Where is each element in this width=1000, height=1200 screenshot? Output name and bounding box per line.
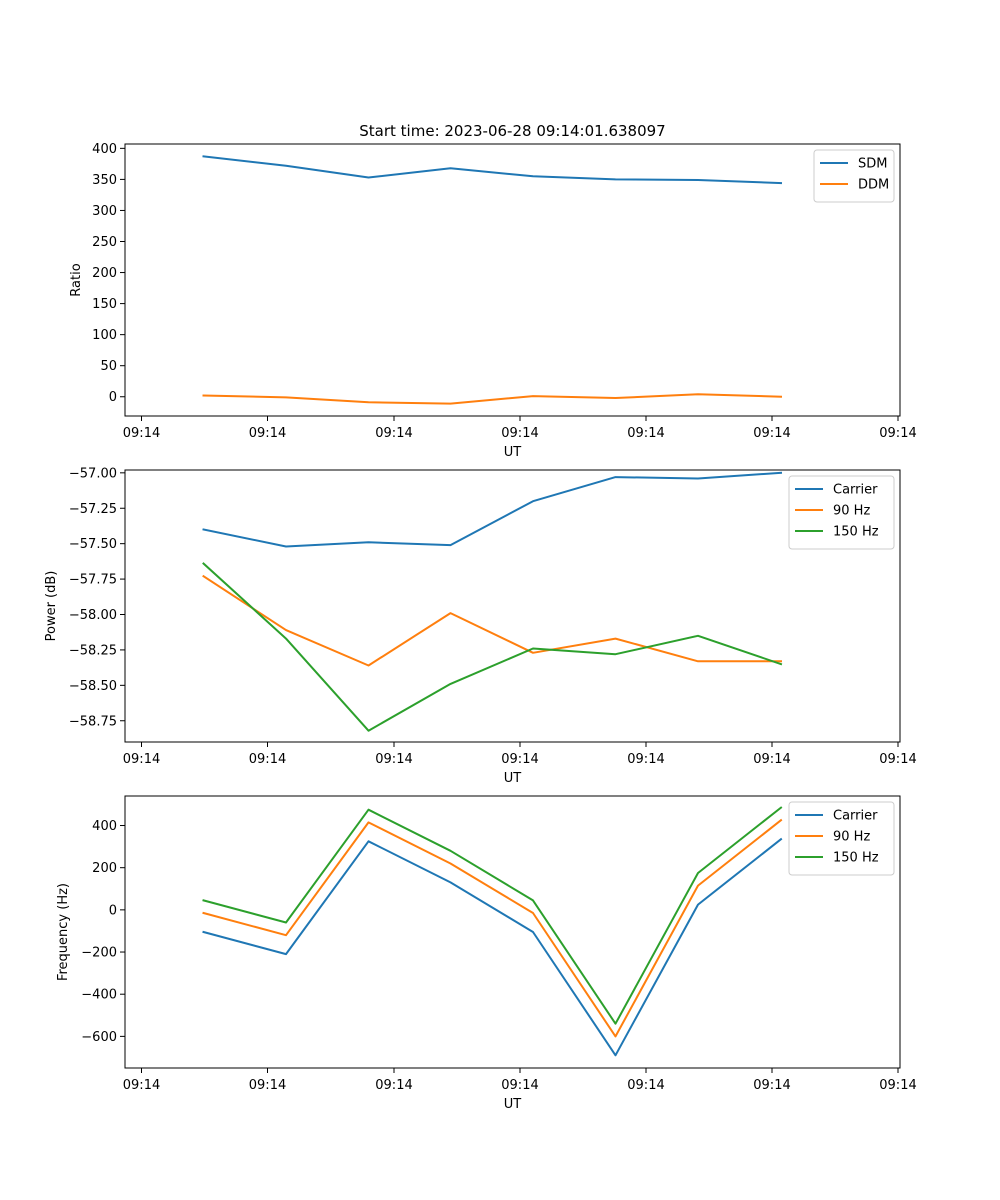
x-tick-label: 09:14: [879, 1078, 916, 1093]
y-tick-label: 0: [109, 903, 117, 918]
legend-label: Carrier: [833, 483, 878, 498]
x-tick-label: 09:14: [249, 1078, 286, 1093]
chart-panel-1: 09:14 09:14 09:14 09:14 09:14 09:14 09:14 0 50 10…: [69, 142, 917, 460]
x-tick-label: 09:14: [753, 426, 790, 441]
y-tick-label: −57.25: [69, 502, 117, 517]
chart-panel-2: 09:14 09:14 09:14 09:14 09:14 09:14 09:14 −58.7…: [44, 466, 917, 786]
x-tick-label: 09:14: [123, 752, 160, 767]
x-tick-label: 09:14: [501, 752, 538, 767]
x-tick-label: 09:14: [879, 752, 916, 767]
y-tick-label: −58.50: [69, 679, 117, 694]
x-tick-label: 09:14: [879, 426, 916, 441]
x-tick-label: 09:14: [375, 1078, 412, 1093]
x-tick-label: 09:14: [375, 426, 412, 441]
y-tick-label: −200: [81, 946, 117, 961]
series-line-150-hz: [202, 806, 783, 1025]
x-axis-label: UT: [504, 1097, 522, 1112]
legend-label: Carrier: [833, 809, 878, 824]
y-axis-label: Frequency (Hz): [56, 883, 71, 981]
y-tick-label: 200: [92, 861, 117, 876]
legend-label: 90 Hz: [833, 504, 870, 519]
series-line-ddm: [202, 393, 783, 405]
y-tick-label: −58.75: [69, 714, 117, 729]
legend-label: DDM: [858, 178, 889, 193]
y-tick-label: −57.50: [69, 537, 117, 552]
y-tick-label: 0: [109, 390, 117, 405]
x-tick-label: 09:14: [501, 1078, 538, 1093]
x-tick-label: 09:14: [249, 426, 286, 441]
y-tick-label: −57.75: [69, 573, 117, 588]
series-line-carrier: [202, 471, 783, 548]
x-tick-label: 09:14: [627, 752, 664, 767]
legend-label: SDM: [858, 157, 887, 172]
x-tick-label: 09:14: [375, 752, 412, 767]
legend-label: 150 Hz: [833, 525, 879, 540]
x-tick-label: 09:14: [123, 1078, 160, 1093]
y-tick-label: 350: [92, 173, 117, 188]
x-tick-label: 09:14: [627, 1078, 664, 1093]
y-tick-label: 300: [92, 204, 117, 219]
x-tick-label: 09:14: [249, 752, 286, 767]
x-tick-label: 09:14: [753, 1078, 790, 1093]
y-tick-label: 400: [92, 819, 117, 834]
series-line-150-hz: [202, 562, 783, 732]
y-tick-label: 200: [92, 266, 117, 281]
chart-panel-3: 09:14 09:14 09:14 09:14 09:14 09:14 09:14 −600 −…: [56, 795, 917, 1112]
y-tick-label: −57.00: [69, 466, 117, 481]
x-tick-label: 09:14: [123, 426, 160, 441]
y-tick-label: −58.00: [69, 608, 117, 623]
y-tick-label: 50: [100, 359, 117, 374]
y-tick-label: 100: [92, 328, 117, 343]
figure-title: Start time: 2023-06-28 09:14:01.638097: [359, 122, 665, 140]
y-axis-label: Power (dB): [44, 571, 59, 642]
legend-label: 90 Hz: [833, 830, 870, 845]
charts-container: 09:14 09:14 09:14 09:14 09:14 09:14 09:14 0 50 10…: [44, 142, 917, 1112]
y-tick-label: −600: [81, 1030, 117, 1045]
x-tick-label: 09:14: [501, 426, 538, 441]
series-line-90-hz: [202, 818, 783, 1038]
series-line-90-hz: [202, 574, 782, 667]
axes-frame: [124, 143, 901, 417]
legend: Carrier 90 Hz 150 Hz: [788, 475, 895, 550]
x-tick-label: 09:14: [753, 752, 790, 767]
y-tick-label: −400: [81, 988, 117, 1003]
y-tick-label: 250: [92, 235, 117, 250]
legend: Carrier 90 Hz 150 Hz: [788, 801, 895, 876]
y-tick-label: 400: [92, 142, 117, 157]
legend-label: 150 Hz: [833, 851, 879, 866]
series-line-carrier: [202, 837, 783, 1057]
y-tick-label: 150: [92, 297, 117, 312]
series-line-sdm: [202, 155, 783, 185]
x-axis-label: UT: [504, 771, 522, 786]
axes-frame: [124, 469, 901, 743]
y-axis-label: Ratio: [69, 263, 84, 296]
axes-frame: [124, 795, 901, 1069]
legend: SDM DDM: [813, 149, 895, 203]
x-axis-label: UT: [504, 445, 522, 460]
y-tick-label: −58.25: [69, 643, 117, 658]
x-tick-label: 09:14: [627, 426, 664, 441]
